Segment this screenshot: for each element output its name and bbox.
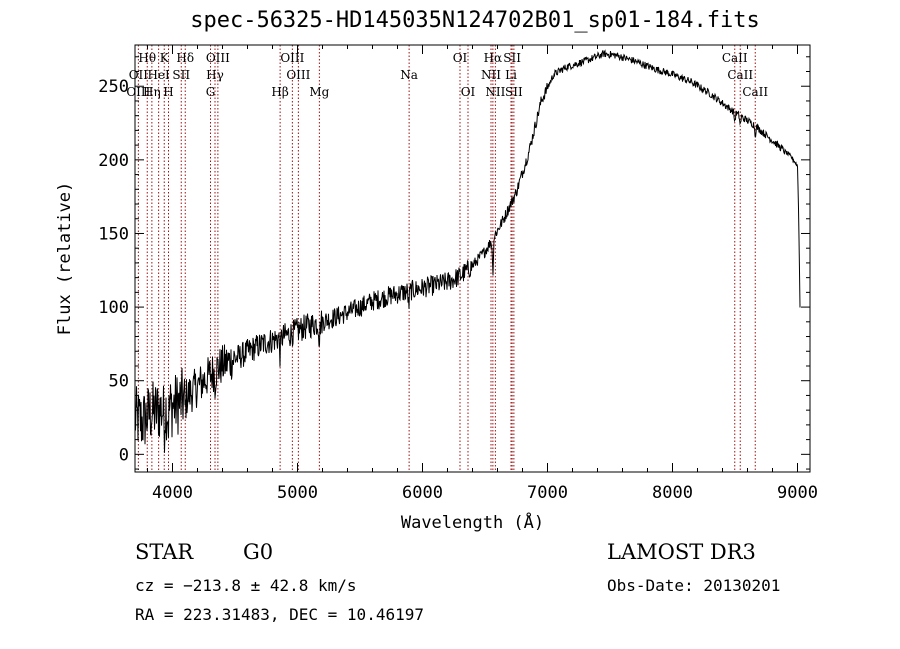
line-label: OI: [461, 85, 476, 99]
line-label: Hβ: [271, 85, 288, 99]
line-label: CaII: [722, 51, 748, 65]
x-tick-label: 5000: [277, 483, 318, 503]
line-label: K: [160, 51, 170, 65]
y-axis: 0 50 100 150 200 250: [98, 56, 810, 470]
line-markers: [137, 45, 756, 472]
line-label: Mg: [309, 85, 329, 99]
line-label: NII: [481, 68, 501, 82]
line-label: Li: [505, 68, 517, 82]
y-tick-label: 0: [119, 445, 129, 465]
x-axis-label: Wavelength (Å): [401, 511, 544, 533]
x-tick-label: 7000: [527, 483, 568, 503]
line-label: Hη: [143, 85, 161, 99]
line-label: Hα: [484, 51, 503, 65]
line-label: Na: [400, 68, 418, 82]
survey-name: LAMOST DR3: [607, 540, 756, 564]
line-label: SII: [503, 51, 521, 65]
y-tick-label: 250: [98, 77, 129, 97]
line-label: CaII: [742, 85, 768, 99]
observation-date: Obs-Date: 20130201: [607, 576, 781, 595]
x-tick-label: 9000: [777, 483, 818, 503]
line-label: SII: [172, 68, 190, 82]
y-tick-label: 100: [98, 298, 129, 318]
x-tick-label: 8000: [652, 483, 693, 503]
line-label: OII: [129, 68, 149, 82]
x-tick-label: 6000: [402, 483, 443, 503]
line-label: H: [163, 85, 173, 99]
redshift-velocity: cz = −213.8 ± 42.8 km/s: [135, 576, 357, 595]
line-label: OI: [453, 51, 468, 65]
y-axis-label: Flux (relative): [55, 182, 75, 336]
line-label: OIII: [286, 68, 310, 82]
y-tick-label: 150: [98, 224, 129, 244]
line-label: G: [206, 85, 216, 99]
line-label: OIII: [206, 51, 230, 65]
line-label: CaII: [727, 68, 753, 82]
y-tick-label: 200: [98, 151, 129, 171]
sky-coordinates: RA = 223.31483, DEC = 10.46197: [135, 605, 424, 624]
line-label: Hθ: [138, 51, 156, 65]
line-label: OIII: [280, 51, 304, 65]
chart-title: spec-56325-HD145035N124702B01_sp01-184.f…: [190, 8, 760, 33]
line-label: OIII: [126, 85, 150, 99]
spectrum-line: [134, 49, 801, 453]
line-label: NII: [485, 85, 505, 99]
object-subclass: G0: [243, 540, 274, 564]
x-tick-label: 4000: [152, 483, 193, 503]
plot-frame: [134, 44, 811, 473]
line-label: SII: [505, 85, 523, 99]
line-label: Hδ: [176, 51, 194, 65]
y-tick-label: 50: [109, 372, 129, 392]
line-label: Hγ: [206, 68, 224, 82]
line-label: HeI: [147, 68, 170, 82]
x-axis: 4000 5000 6000 7000 8000 9000: [147, 45, 818, 503]
object-class: STAR: [135, 540, 194, 564]
